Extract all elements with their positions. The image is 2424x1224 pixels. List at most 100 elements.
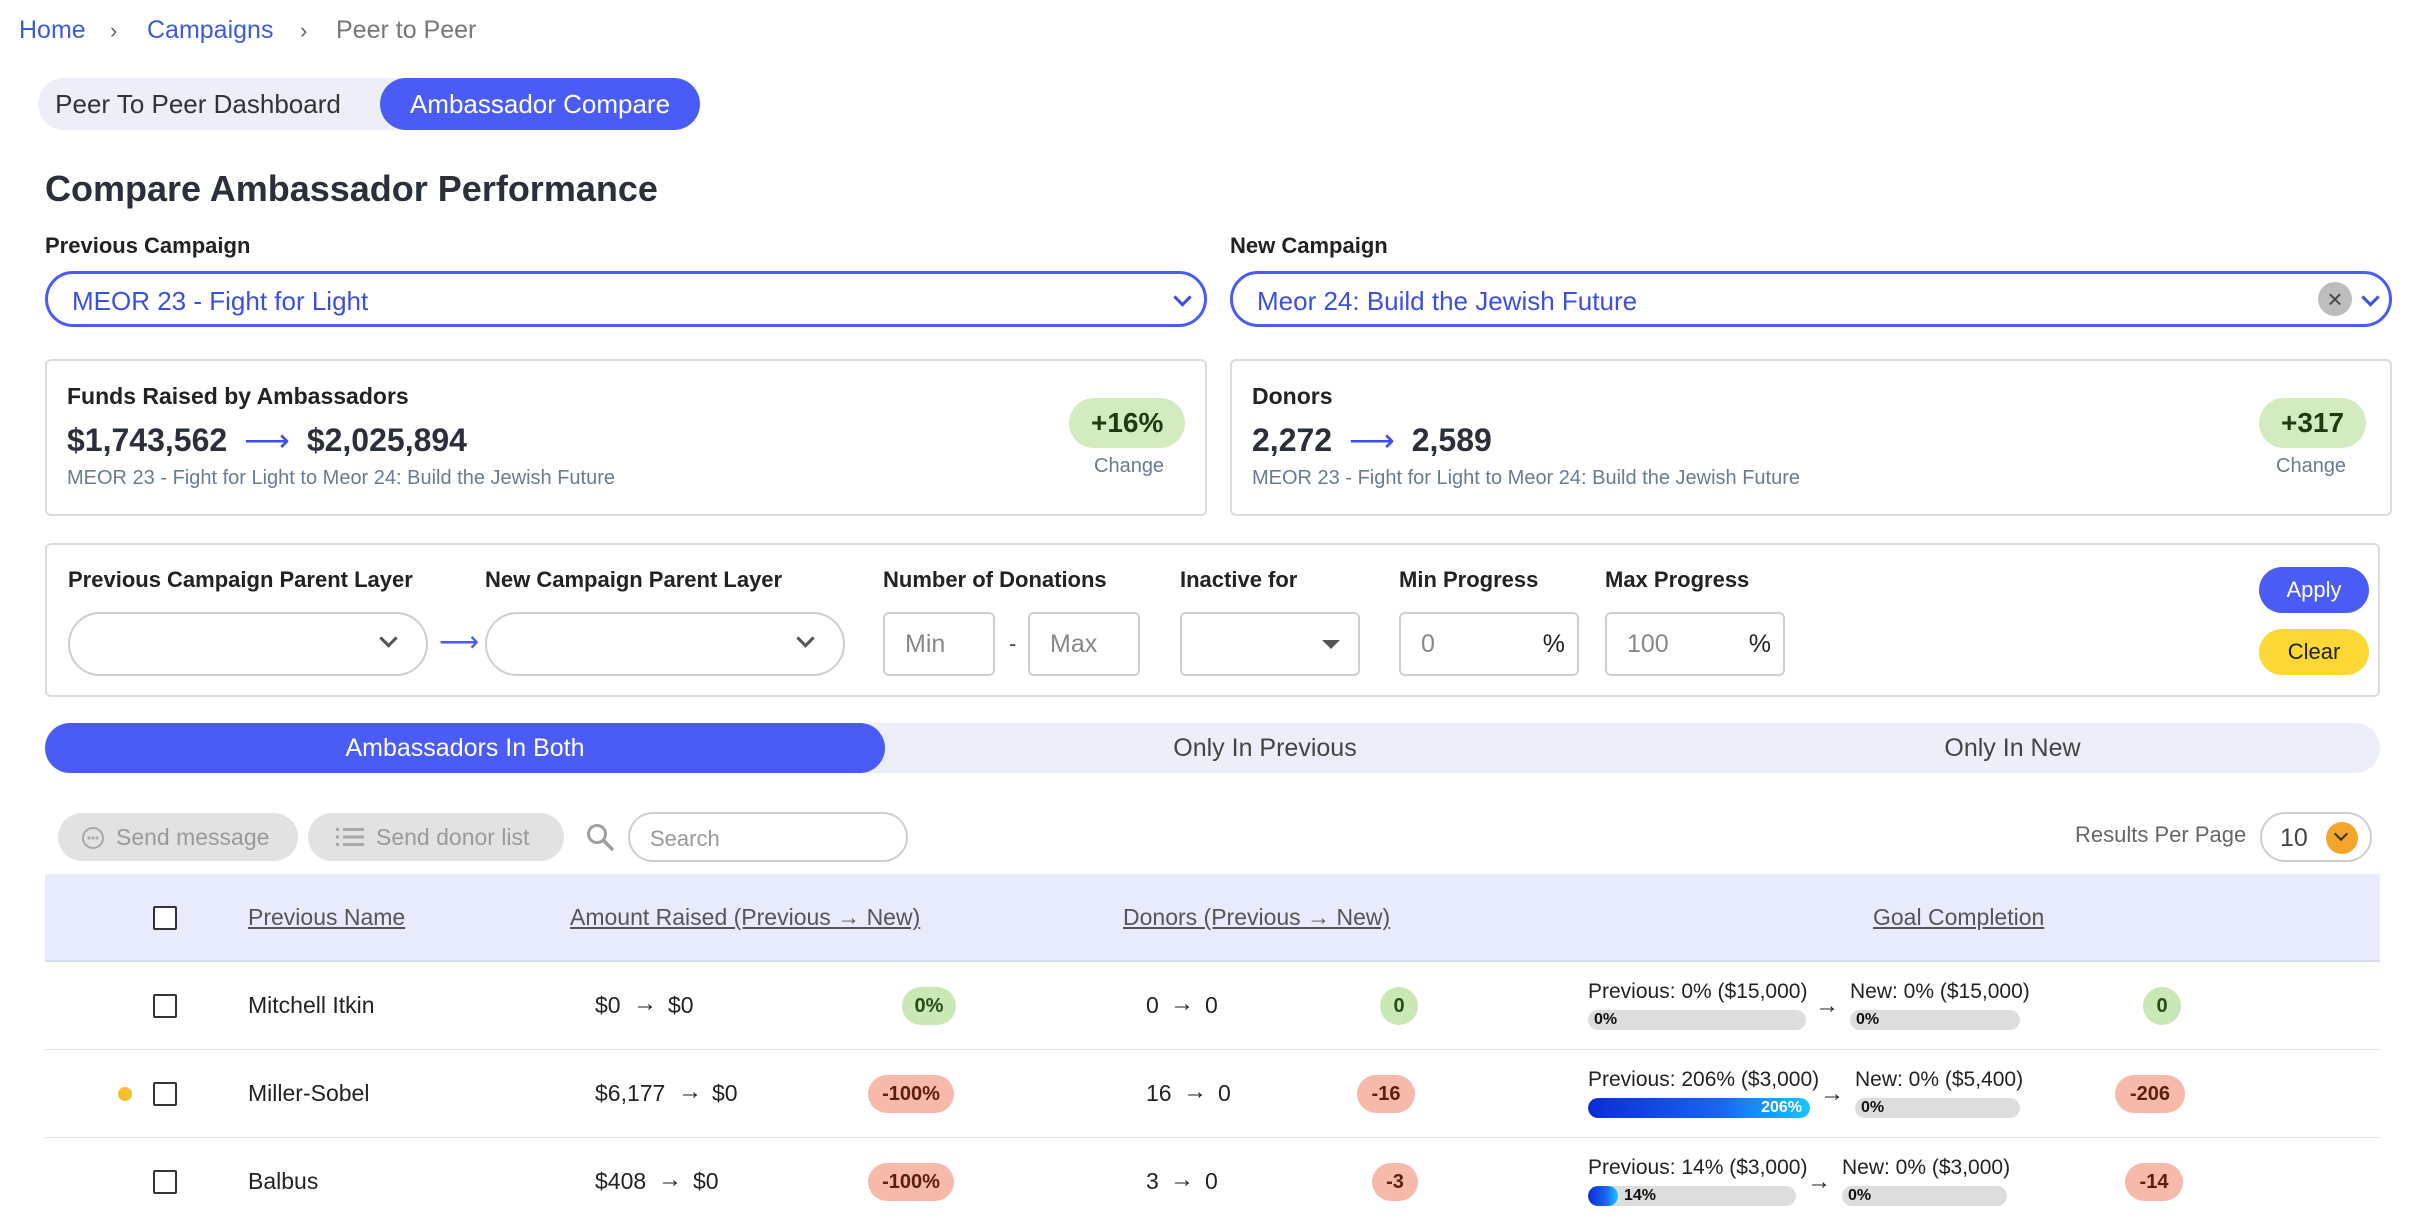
chevron-down-icon [2333,826,2349,842]
tab-ambassador-compare[interactable]: Ambassador Compare [380,78,700,130]
column-header-amount-raised[interactable]: Amount Raised (Previous → New) [570,904,921,930]
number-of-donations-label: Number of Donations [883,567,1107,592]
min-progress-label: Min Progress [1399,567,1539,592]
tab-only-in-previous[interactable]: Only In Previous [1173,734,1357,762]
amount-change-badge: -100% [868,1075,954,1113]
select-all-checkbox[interactable] [153,906,177,930]
tab-only-in-new[interactable]: Only In New [1944,734,2081,762]
progress-label: 0% [1594,1011,1618,1028]
progress-label: 0% [1861,1099,1885,1116]
donors-change-badge: 0 [1380,987,1418,1025]
funds-change-label: Change [1094,455,1165,477]
min-progress-placeholder: 0 [1421,630,1435,658]
table-row: Balbus $408 → $0 -100% 3 → 0 -3 Previous… [45,1138,2380,1224]
send-message-label: Send message [116,824,270,850]
list-icon [336,828,364,846]
goal-change-badge: -14 [2125,1163,2183,1201]
search-input[interactable]: Search [628,812,908,862]
inactive-for-label: Inactive for [1180,567,1298,592]
arrow-icon: → [1170,990,1194,1017]
new-campaign-value: Meor 24: Build the Jewish Future [1257,286,1638,316]
donors-change-badge: -3 [1372,1163,1418,1201]
arrow-icon: → [1820,1080,1844,1107]
goal-change-badge: 0 [2143,987,2181,1025]
max-progress-label: Max Progress [1605,567,1750,592]
amount-change-badge: 0% [902,987,956,1025]
arrow-icon: → [658,1166,682,1193]
goal-new-text: New: 0% ($5,400) [1855,1068,2024,1091]
goal-new-text: New: 0% ($15,000) [1850,980,2030,1003]
previous-parent-layer-select[interactable] [68,612,428,676]
amount-previous: $0 [595,992,621,1018]
goal-previous-text: Previous: 206% ($3,000) [1588,1068,1820,1091]
donors-previous-value: 2,272 [1252,422,1333,458]
donors-new: 0 [1218,1080,1231,1106]
layer-arrow-icon: ⟶ [439,626,480,657]
new-campaign-select[interactable]: Meor 24: Build the Jewish Future × [1230,271,2392,327]
breadcrumb-current: Peer to Peer [336,16,477,44]
percent-sign: % [1542,630,1565,658]
progress-label: 14% [1624,1187,1657,1204]
inactive-for-select[interactable] [1180,612,1360,676]
clear-icon[interactable]: × [2318,282,2352,316]
ambassador-name[interactable]: Balbus [248,1168,319,1194]
results-per-page-value: 10 [2280,824,2308,852]
goal-previous-progress-bar: 14% [1588,1186,1796,1206]
range-dash: - [1009,631,1017,656]
goal-new-progress-bar: 0% [1842,1186,2007,1206]
chevron-down-icon [2361,288,2380,307]
funds-card-values: $1,743,562 ⟶ $2,025,894 [67,421,467,459]
clear-button[interactable]: Clear [2259,629,2369,675]
donors-change-badge: -16 [1357,1075,1415,1113]
progress-label: 0% [1856,1011,1880,1028]
search-icon[interactable] [585,822,615,852]
message-icon [82,827,104,849]
amount-new: $0 [668,992,694,1018]
donors-card-title: Donors [1252,383,1333,409]
send-donor-list-button[interactable]: Send donor list [308,813,564,861]
min-donations-input[interactable]: Min [883,612,995,676]
amount-new: $0 [712,1080,738,1106]
column-header-previous-name[interactable]: Previous Name [248,904,406,930]
column-header-goal-completion[interactable]: Goal Completion [1873,904,2045,930]
breadcrumb-separator: › [110,18,118,43]
row-checkbox[interactable] [153,994,177,1018]
results-per-page-label: Results Per Page [2075,822,2247,847]
arrow-icon: → [678,1078,702,1105]
results-per-page-toggle[interactable] [2326,822,2358,854]
tab-peer-to-peer-dashboard[interactable]: Peer To Peer Dashboard [55,89,341,119]
funds-card-title: Funds Raised by Ambassadors [67,383,409,409]
funds-change-badge: +16% [1069,398,1186,448]
donors-new: 0 [1205,992,1218,1018]
arrow-icon: → [1170,1166,1194,1193]
amount-new: $0 [693,1168,719,1194]
min-progress-input[interactable]: 0 % [1399,612,1579,676]
column-header-donors[interactable]: Donors (Previous → New) [1123,904,1391,930]
donors-change-badge: +317 [2259,398,2367,448]
breadcrumb-campaigns[interactable]: Campaigns [147,16,274,44]
chevron-down-icon [1173,288,1192,307]
ambassador-name[interactable]: Mitchell Itkin [248,992,375,1018]
goal-change-badge: -206 [2115,1075,2185,1113]
tab-ambassadors-in-both[interactable]: Ambassadors In Both [45,723,885,773]
ambassador-name[interactable]: Miller-Sobel [248,1080,370,1106]
row-checkbox[interactable] [153,1170,177,1194]
breadcrumb-home[interactable]: Home [19,16,86,44]
results-per-page-select[interactable]: 10 [2260,812,2372,862]
donors-new: 0 [1205,1168,1218,1194]
caret-down-icon [1322,640,1340,649]
arrow-icon: → [1807,1168,1831,1195]
new-parent-layer-select[interactable] [485,612,845,676]
max-progress-input[interactable]: 100 % [1605,612,1785,676]
donors-previous: 16 [1146,1080,1172,1106]
row-checkbox[interactable] [153,1082,177,1106]
previous-campaign-select[interactable]: MEOR 23 - Fight for Light [45,271,1207,327]
amount-previous: $6,177 [595,1080,666,1106]
max-donations-input[interactable]: Max [1028,612,1140,676]
apply-button[interactable]: Apply [2259,567,2369,613]
segment-tabs: Ambassadors In Both Only In Previous Onl… [45,723,2380,773]
send-message-button[interactable]: Send message [58,813,298,861]
previous-campaign-label: Previous Campaign [45,233,251,258]
donors-card: Donors 2,272 ⟶ 2,589 MEOR 23 - Fight for… [1230,359,2392,516]
goal-new-progress-bar: 0% [1855,1098,2020,1118]
